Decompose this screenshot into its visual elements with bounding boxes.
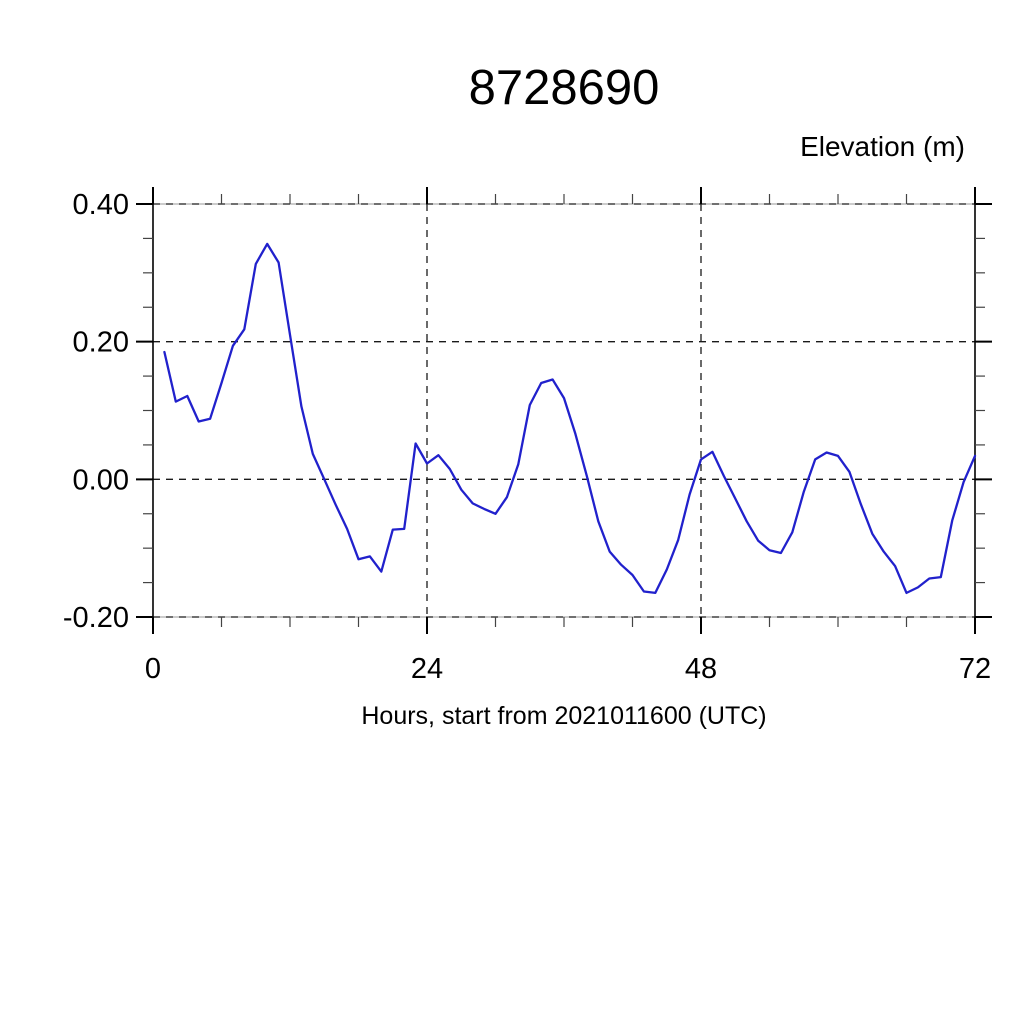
x-tick-label-72: 72 xyxy=(959,653,991,685)
x-tick-label-0: 0 xyxy=(145,653,161,685)
elevation-line xyxy=(163,242,977,595)
x-tick-label-24: 24 xyxy=(411,653,443,685)
y-tick-label-0.20: 0.20 xyxy=(73,327,129,359)
chart-title: 8728690 xyxy=(468,61,660,115)
y-tick-label--0.20: -0.20 xyxy=(63,602,129,634)
y-tick-label-0.40: 0.40 xyxy=(73,189,129,221)
y-axis-unit-label: Elevation (m) xyxy=(800,131,965,162)
x-tick-label-48: 48 xyxy=(685,653,717,685)
x-axis-label: Hours, start from 2021011600 (UTC) xyxy=(361,702,767,730)
y-tick-label-0.00: 0.00 xyxy=(73,464,129,496)
